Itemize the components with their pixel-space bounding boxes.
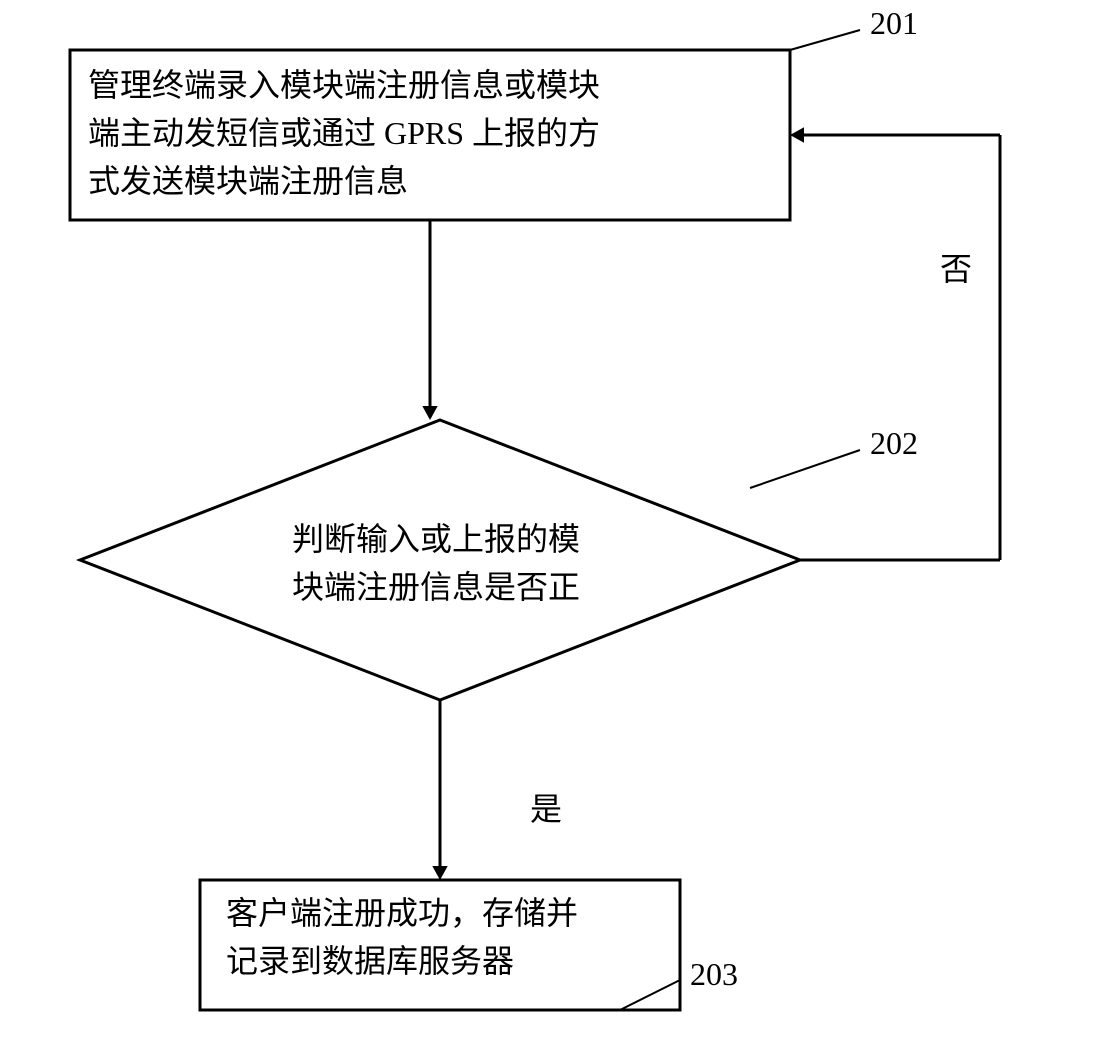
- process-n201: 管理终端录入模块端注册信息或模块端主动发短信或通过 GPRS 上报的方式发送模块…: [70, 50, 790, 220]
- arrowhead: [422, 406, 437, 420]
- decision-text-line: 判断输入或上报的模: [292, 521, 580, 557]
- edge-label: 是: [530, 791, 562, 827]
- ref-connector-segment: [750, 450, 860, 488]
- edge-label: 否: [940, 251, 972, 287]
- process-text-line: 管理终端录入模块端注册信息或模块: [88, 67, 600, 103]
- ref-label: 201: [870, 5, 918, 41]
- ref-connector-c202: [750, 450, 860, 488]
- arrowhead: [432, 866, 447, 880]
- arrowhead: [790, 127, 804, 142]
- process-text-line: 客户端注册成功，存储并: [226, 895, 578, 931]
- process-text-line: 记录到数据库服务器: [226, 943, 514, 979]
- process-text-line: 端主动发短信或通过 GPRS 上报的方: [88, 115, 600, 151]
- decision-diamond: [80, 420, 800, 700]
- ref-label: 202: [870, 425, 918, 461]
- ref-connector-c201: [790, 30, 860, 50]
- ref-label: 203: [690, 956, 738, 992]
- ref-connector-segment: [790, 30, 860, 50]
- edge-e_202_201_no: [798, 135, 1000, 560]
- decision-n202: 判断输入或上报的模块端注册信息是否正: [80, 420, 800, 700]
- decision-text-line: 块端注册信息是否正: [292, 569, 580, 605]
- process-text-line: 式发送模块端注册信息: [88, 163, 408, 199]
- ref-connector-segment: [620, 980, 680, 1010]
- process-n203: 客户端注册成功，存储并记录到数据库服务器: [200, 880, 680, 1010]
- ref-connector-c203: [620, 980, 680, 1010]
